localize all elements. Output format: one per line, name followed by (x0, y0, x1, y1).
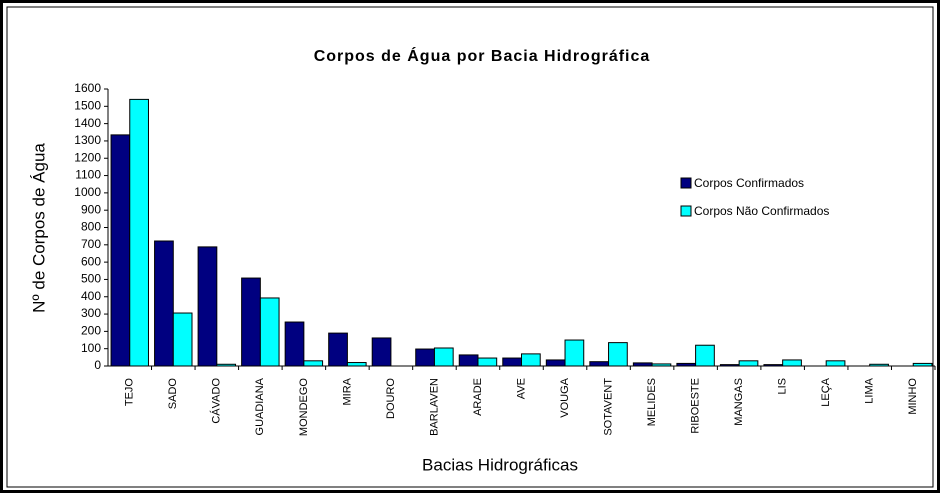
inner-frame (6, 6, 934, 488)
x-tick-label: LEÇA (820, 377, 832, 406)
bar (912, 362, 933, 367)
y-tick-label: 600 (81, 254, 101, 268)
bar (589, 361, 610, 367)
y-axis-title: Nº de Corpos de Água (29, 143, 48, 313)
y-tick-label: 900 (81, 202, 101, 216)
bar (241, 277, 261, 367)
bar (825, 360, 846, 367)
x-tick-label: CÁVADO (210, 378, 223, 424)
x-tick-label: MINHO (907, 378, 919, 415)
y-tick-label: 1300 (74, 133, 101, 147)
bar (346, 362, 367, 367)
bar (259, 297, 280, 367)
y-tick-label: 200 (81, 324, 101, 338)
bar (521, 353, 541, 367)
bar (371, 337, 392, 367)
bar (695, 344, 715, 367)
x-tick-label: RIBOESTE (690, 378, 702, 434)
bar (564, 339, 585, 367)
bar (172, 312, 193, 367)
y-tick-label: 400 (81, 289, 101, 303)
bar (303, 360, 324, 367)
bar (415, 348, 435, 367)
y-tick-label: 1000 (74, 185, 101, 199)
x-tick-label: BARLAVEN (428, 378, 440, 436)
legend-swatch (680, 177, 692, 189)
bar (154, 240, 174, 367)
bar (632, 362, 653, 367)
y-tick-label: 1400 (74, 116, 101, 130)
bar (477, 357, 498, 367)
y-tick-label: 0 (94, 358, 101, 372)
x-tick-label: MIRA (341, 377, 353, 405)
bar (782, 359, 802, 367)
bar (676, 362, 697, 367)
legend-label: Corpos Confirmados (694, 176, 804, 190)
y-tick-label: 1200 (74, 150, 101, 164)
y-tick-label: 1100 (75, 168, 101, 182)
y-tick-label: 1600 (74, 81, 101, 95)
y-tick-label: 100 (81, 341, 101, 355)
y-tick-label: 800 (81, 220, 101, 234)
bar (738, 360, 759, 367)
bar (651, 363, 672, 367)
bar (284, 321, 305, 367)
x-tick-label: ARADE (472, 378, 484, 416)
bar (433, 347, 454, 367)
bar (129, 98, 149, 367)
x-tick-label: TEJO (124, 378, 136, 407)
chart-title: Corpos de Água por Bacia Hidrográfica (314, 46, 651, 65)
y-tick-label: 700 (81, 237, 101, 251)
legend-swatch (680, 205, 692, 217)
y-tick-label: 300 (81, 306, 101, 320)
bar (110, 134, 131, 367)
legend-label: Corpos Não Confirmados (694, 204, 829, 218)
bar (328, 332, 348, 367)
x-tick-label: SOTAVENT (602, 378, 614, 436)
bar (216, 363, 237, 367)
y-tick-label: 1500 (74, 98, 101, 112)
x-tick-label: VOUGA (559, 377, 571, 417)
x-axis-title: Bacias Hidrográficas (422, 455, 578, 474)
bar (719, 364, 740, 367)
bar (458, 354, 479, 367)
bar (763, 364, 784, 367)
x-tick-label: AVE (515, 378, 527, 399)
x-tick-label: SADO (167, 378, 179, 410)
y-tick-label: 500 (81, 272, 101, 286)
x-tick-label: MONDEGO (298, 378, 310, 437)
bar (608, 342, 628, 367)
bar (197, 246, 218, 367)
x-tick-label: MANGAS (733, 378, 745, 426)
x-tick-label: MELIDES (646, 378, 658, 426)
bar (502, 357, 523, 367)
x-tick-label: LIMA (864, 377, 876, 403)
x-tick-label: DOURO (385, 378, 397, 419)
bar (869, 363, 889, 367)
bar (545, 359, 566, 367)
x-tick-label: GUADIANA (254, 377, 266, 435)
x-tick-label: LIS (777, 378, 789, 395)
